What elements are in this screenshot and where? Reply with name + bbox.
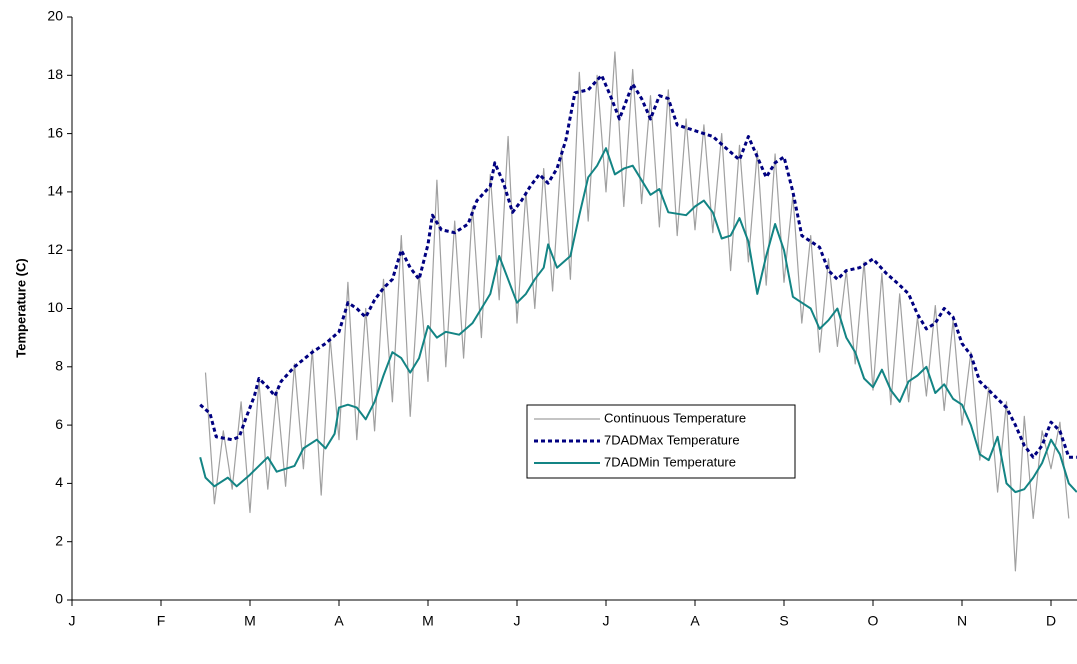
x-tick-label: A: [690, 613, 700, 629]
x-tick-label: S: [779, 613, 788, 629]
x-tick-label: F: [157, 613, 166, 629]
y-tick-label: 8: [55, 358, 63, 374]
x-tick-label: J: [69, 613, 76, 629]
x-tick-label: A: [334, 613, 344, 629]
legend-label: 7DADMin Temperature: [604, 454, 736, 469]
data-line: [199, 73, 1077, 459]
y-tick-label: 14: [47, 183, 63, 199]
y-tick-label: 12: [47, 241, 63, 257]
data-line: [204, 51, 1070, 572]
x-tick-label: O: [868, 613, 879, 629]
legend-label: Continuous Temperature: [604, 410, 746, 425]
y-tick-label: 4: [55, 474, 63, 490]
y-tick-label: 10: [47, 299, 63, 315]
y-tick-label: 20: [47, 8, 63, 24]
data-line: [199, 147, 1077, 494]
legend-label: 7DADMax Temperature: [604, 432, 740, 447]
x-tick-label: J: [603, 613, 610, 629]
legend: Continuous Temperature 7DADMax Temperatur…: [526, 404, 796, 479]
x-tick-label: J: [514, 613, 521, 629]
y-axis-label: Temperature (C): [13, 258, 28, 357]
y-tick-label: 16: [47, 124, 63, 140]
x-tick-label: N: [957, 613, 967, 629]
x-tick-label: D: [1046, 613, 1056, 629]
y-tick-label: 2: [55, 532, 63, 548]
x-tick-label: M: [244, 613, 256, 629]
y-tick-label: 0: [55, 591, 63, 607]
y-tick-label: 18: [47, 66, 63, 82]
x-tick-label: M: [422, 613, 434, 629]
y-tick-label: 6: [55, 416, 63, 432]
